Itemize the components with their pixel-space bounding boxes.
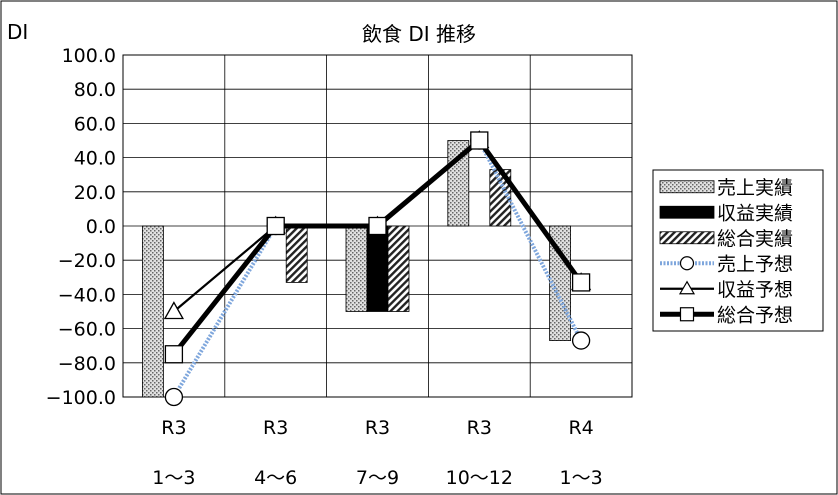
x-tick-label-line2: 7〜9 (356, 467, 399, 489)
x-tick-label-line1: R3 (161, 417, 186, 439)
x-axis-category-labels: R3 1〜3 R3 4〜6 R3 7〜9 R3 10〜12 R4 1〜3 (152, 417, 602, 489)
marker-square-0 (164, 345, 184, 364)
legend-label-5: 総合予想 (717, 304, 793, 326)
bar-1-2 (366, 225, 389, 312)
legend-label-4: 収益予想 (717, 279, 793, 301)
legend-marker-3 (679, 256, 695, 271)
marker-square-4 (571, 273, 591, 292)
legend-label-3: 売上予想 (717, 253, 793, 275)
y-tick-label: −80.0 (58, 353, 116, 375)
y-tick-label: 100.0 (62, 45, 116, 67)
x-tick-label-line1: R3 (263, 417, 288, 439)
y-tick-label: 0.0 (86, 216, 116, 238)
x-tick-label-line1: R3 (365, 417, 390, 439)
marker-circle-4 (571, 331, 591, 350)
x-tick-label-line1: R4 (568, 417, 593, 439)
bar-2-1 (285, 225, 308, 283)
legend-label-0: 売上実績 (717, 177, 793, 199)
y-tick-label: 40.0 (74, 148, 116, 170)
marker-circle-0 (164, 387, 184, 407)
plot-area (122, 54, 633, 407)
marker-triangle-0 (163, 301, 185, 320)
x-tick-label-line2: 1〜3 (560, 467, 603, 489)
y-tick-label: −40.0 (58, 284, 116, 306)
chart-title: 飲食 DI 推移 (362, 22, 476, 46)
y-tick-label: 20.0 (74, 182, 116, 204)
legend-box (652, 169, 824, 332)
y-tick-label: −100.0 (46, 387, 116, 409)
y-axis-title: DI (7, 20, 28, 44)
bar-2-2 (387, 225, 410, 312)
legend-label-2: 総合実績 (717, 228, 793, 250)
legend-swatch-1 (659, 205, 715, 219)
x-tick-label-line1: R3 (467, 417, 492, 439)
legend-marker-4 (678, 280, 696, 295)
x-tick-label-line2: 1〜3 (152, 467, 195, 489)
y-tick-label: 80.0 (74, 79, 116, 101)
marker-square-3 (470, 131, 489, 150)
legend-marker-5 (679, 307, 695, 322)
y-tick-label: −20.0 (58, 250, 116, 272)
bar-0-0 (141, 225, 164, 398)
y-tick-label: 60.0 (74, 113, 116, 135)
y-tick-label: −60.0 (58, 319, 116, 341)
bar-0-2 (345, 225, 368, 312)
x-tick-label-line2: 10〜12 (446, 467, 513, 489)
legend-swatch-2 (659, 231, 715, 245)
y-axis-tick-labels: 100.0 80.0 60.0 40.0 20.0 0.0 −20.0 −40.0 −60.0 −… (46, 45, 116, 409)
bar-0-4 (549, 225, 571, 341)
legend-swatch-0 (659, 180, 715, 194)
marker-square-1 (266, 216, 285, 236)
x-tick-label-line2: 4〜6 (254, 467, 297, 489)
marker-square-2 (368, 216, 387, 236)
series-line-0 (172, 137, 583, 399)
legend-label-1: 収益実績 (717, 202, 793, 224)
